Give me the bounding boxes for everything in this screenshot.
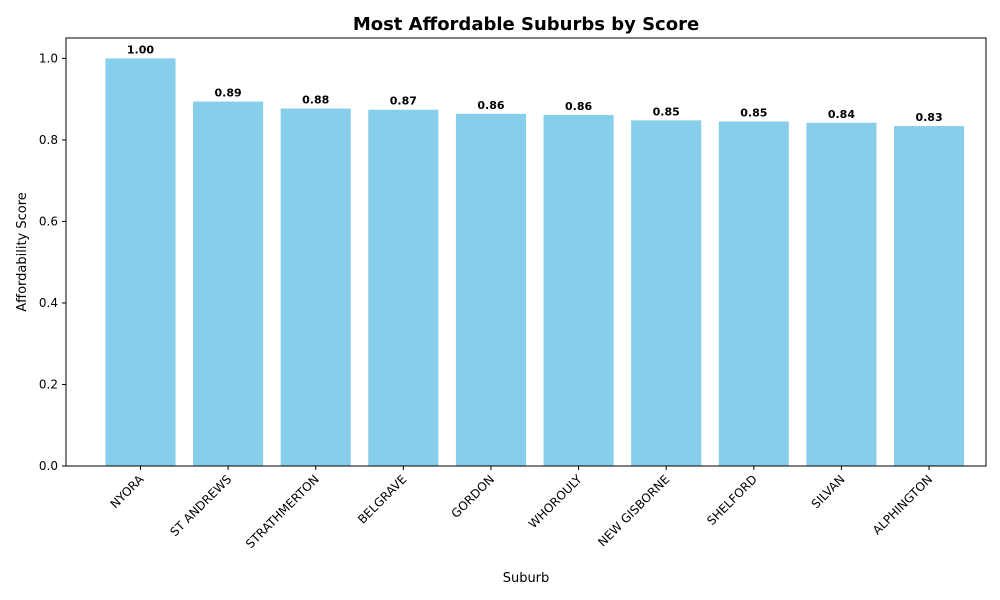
- y-tick-label: 0.8: [39, 133, 58, 147]
- bar-value-label: 0.86: [477, 99, 504, 112]
- bar-value-label: 0.83: [915, 111, 942, 124]
- bar: [543, 115, 614, 466]
- bar: [631, 120, 702, 466]
- y-tick-label: 1.0: [39, 51, 58, 65]
- chart-title: Most Affordable Suburbs by Score: [353, 14, 699, 35]
- x-axis-ticks: NYORA ST ANDREWS STRATHMERTON BELGRAVE GORDO…: [108, 466, 935, 551]
- bar-value-label: 1.00: [127, 43, 154, 56]
- bars-group: [105, 58, 965, 467]
- bar: [368, 109, 439, 466]
- bar-value-label: 0.88: [302, 94, 329, 107]
- bar: [718, 121, 789, 467]
- x-tick-label: SILVAN: [809, 472, 848, 511]
- bar: [193, 101, 264, 467]
- bar: [894, 126, 965, 466]
- y-tick-label: 0.0: [39, 459, 58, 473]
- bar: [806, 122, 877, 466]
- bar-value-label: 0.89: [215, 87, 242, 100]
- x-tick-label: ALPHINGTON: [870, 472, 935, 537]
- bar-value-label: 0.85: [653, 105, 680, 118]
- x-tick-label: GORDON: [448, 472, 497, 521]
- plot-frame: [65, 37, 987, 467]
- y-tick-label: 0.6: [39, 214, 58, 228]
- bar-value-label: 0.87: [390, 95, 417, 108]
- y-axis-ticks: 0.0 0.2 0.4 0.6 0.8 1.0: [39, 51, 66, 473]
- x-tick-label: BELGRAVE: [355, 472, 409, 526]
- x-axis-label: Suburb: [503, 571, 550, 586]
- bar-value-label: 0.85: [740, 107, 767, 120]
- data-labels-group: 1.00 0.89 0.88 0.87 0.86 0.86 0.85 0.85 0.84 0.83: [127, 43, 943, 124]
- y-tick-label: 0.2: [39, 377, 58, 391]
- x-tick-label: NEW GISBORNE: [595, 472, 672, 549]
- x-tick-label: SHELFORD: [704, 472, 760, 528]
- x-tick-label: NYORA: [108, 472, 148, 512]
- y-tick-label: 0.4: [39, 296, 58, 310]
- bar: [455, 113, 526, 467]
- x-tick-label: WHOROULY: [526, 472, 585, 531]
- x-tick-label: ST ANDREWS: [167, 472, 234, 539]
- bar: [105, 58, 176, 466]
- bar-value-label: 0.84: [828, 108, 855, 121]
- bar-value-label: 0.86: [565, 100, 592, 113]
- bar: [280, 108, 351, 466]
- x-tick-label: STRATHMERTON: [243, 472, 322, 551]
- y-axis-label: Affordability Score: [15, 192, 30, 312]
